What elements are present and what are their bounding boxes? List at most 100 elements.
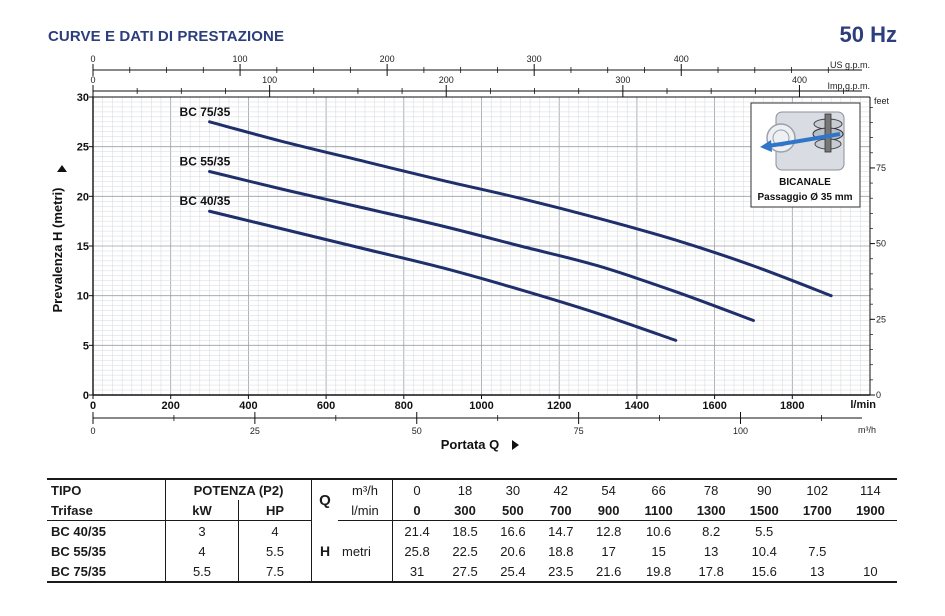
- q-lmin-cell: 1500: [737, 500, 791, 521]
- col-kw: kW: [165, 500, 239, 521]
- col-hp: HP: [238, 500, 312, 521]
- us-gpm-axis-tick-label: 300: [527, 54, 542, 64]
- performance-table: TIPO POTENZA (P2) Q m³/h 0 18 30 42 54 6…: [47, 478, 897, 583]
- h-cell: 18.5: [452, 523, 478, 539]
- impeller-subtitle: Passaggio Ø 35 mm: [757, 192, 852, 203]
- h-cell: 10.6: [645, 523, 672, 539]
- lmin-unit: l/min: [850, 399, 876, 411]
- table-row: BC 40/35 3 4 21.4 18.5 16.6 14.7 12.8 10…: [47, 520, 897, 542]
- us-gpm-axis-tick-label: 0: [90, 54, 95, 64]
- q-m3h-cell: 90: [737, 478, 791, 500]
- q-lmin-cell: 1300: [684, 500, 738, 521]
- kw-value: 4: [165, 541, 239, 561]
- m3h-axis-tick-label: 75: [574, 426, 584, 436]
- series-label: BC 40/35: [180, 194, 231, 208]
- q-lmin-cell: 1100: [632, 500, 685, 521]
- x-tick-label: 1200: [547, 400, 571, 412]
- q-lmin-cell: 1900: [843, 500, 897, 521]
- x-axis-arrow-icon: [512, 440, 519, 450]
- imp-gpm-axis-tick-label: 300: [615, 75, 630, 85]
- h-cell: 8.2: [702, 523, 721, 539]
- h-cell: 20.6: [500, 543, 526, 559]
- h-cell: 17: [601, 543, 616, 559]
- hp-value: 7.5: [238, 561, 312, 583]
- h-cell: 17.8: [684, 561, 738, 583]
- h-cell: 25.4: [488, 561, 537, 583]
- m3h-unit: m³/h: [858, 425, 876, 435]
- imp-gpm-axis-tick-label: 100: [262, 75, 277, 85]
- x-tick-label: 600: [317, 400, 335, 412]
- q-m3h-cell: 78: [684, 478, 738, 500]
- x-tick-label: 1800: [780, 400, 804, 412]
- m3h-axis-tick-label: 0: [90, 426, 95, 436]
- h-cell: 16.6: [500, 523, 526, 539]
- hp-value: 5.5: [238, 541, 312, 561]
- h-label: H: [311, 541, 338, 561]
- feet-unit: feet: [874, 96, 890, 106]
- h-cell: 15: [651, 543, 666, 559]
- q-m3h-cell: 30: [488, 478, 537, 500]
- h-cell: 13: [703, 543, 719, 559]
- model-name: BC 75/35: [47, 561, 166, 583]
- x-tick-label: 1400: [625, 400, 649, 412]
- x-tick-label: 400: [239, 400, 257, 412]
- m3h-axis-tick-label: 50: [412, 426, 422, 436]
- chart-grid: [92, 96, 871, 396]
- h-cell: 23.5: [536, 561, 585, 583]
- kw-value: 3: [165, 520, 239, 541]
- h-cell: 10: [843, 561, 897, 583]
- x-tick-label: 0: [90, 400, 96, 412]
- h-cell: 21.4: [392, 520, 442, 541]
- x-tick-label: 1000: [469, 400, 493, 412]
- impeller-title: BICANALE: [779, 177, 831, 188]
- y-tick-label: 10: [77, 291, 89, 303]
- q-unit-m3h: m³/h: [338, 478, 393, 500]
- q-lmin-cell: 500: [488, 500, 537, 521]
- feet-tick-label: 25: [876, 314, 886, 324]
- impeller-icon: [760, 111, 845, 171]
- q-lmin-cell: 700: [536, 500, 585, 521]
- h-cell: 14.7: [548, 523, 574, 539]
- x-axis-title: Portata Q: [441, 437, 500, 452]
- h-cell: 21.6: [584, 561, 633, 583]
- h-cell: [791, 521, 844, 542]
- h-cell: 12.8: [596, 523, 622, 539]
- h-cell: 31: [392, 561, 442, 583]
- q-lmin-cell: 900: [584, 500, 633, 521]
- performance-table-wrap: TIPO POTENZA (P2) Q m³/h 0 18 30 42 54 6…: [47, 478, 897, 583]
- chart-series: [208, 120, 833, 342]
- model-name: BC 40/35: [51, 523, 106, 539]
- impeller-box: BICANALE Passaggio Ø 35 mm: [750, 102, 861, 208]
- q-m3h-cell: 114: [843, 478, 897, 500]
- hp-value: 4: [238, 520, 312, 541]
- us-gpm-axis-tick-label: 100: [233, 54, 248, 64]
- m3h-axis-tick-label: 25: [250, 426, 260, 436]
- y-axis-arrow-icon: [57, 165, 67, 172]
- q-m3h-cell: 66: [632, 478, 685, 500]
- h-cell: 25.8: [392, 541, 442, 561]
- h-cell: 18.8: [548, 543, 574, 559]
- table-row: BC 75/35 5.5 7.5 31 27.5 25.4 23.5 21.6 …: [47, 561, 897, 583]
- q-lmin-cell: 300: [441, 500, 489, 521]
- q-label: Q: [311, 478, 338, 521]
- h-cell: [844, 541, 897, 561]
- kw-value: 5.5: [165, 561, 239, 583]
- h-cell: 10.4: [751, 543, 777, 559]
- imp-gpm-axis-tick-label: 200: [439, 75, 454, 85]
- q-m3h-cell: 42: [536, 478, 585, 500]
- series-line-bc-75-35: [208, 120, 833, 298]
- y-tick-label: 5: [83, 340, 89, 352]
- x-tick-label: 1600: [702, 400, 726, 412]
- page-title: CURVE E DATI DI PRESTAZIONE: [48, 28, 285, 45]
- feet-tick-label: 75: [876, 163, 886, 173]
- feet-tick-label: 50: [876, 239, 886, 249]
- h-cell: 22.5: [452, 543, 478, 559]
- imp-gpm-axis-tick-label: 0: [90, 75, 95, 85]
- col-tipo: TIPO: [47, 478, 166, 500]
- m3h-axis-tick-label: 100: [733, 426, 748, 436]
- h-cell: 19.8: [632, 561, 685, 583]
- us-gpm-axis-tick-label: 200: [380, 54, 395, 64]
- h-cell: 15.6: [737, 561, 791, 583]
